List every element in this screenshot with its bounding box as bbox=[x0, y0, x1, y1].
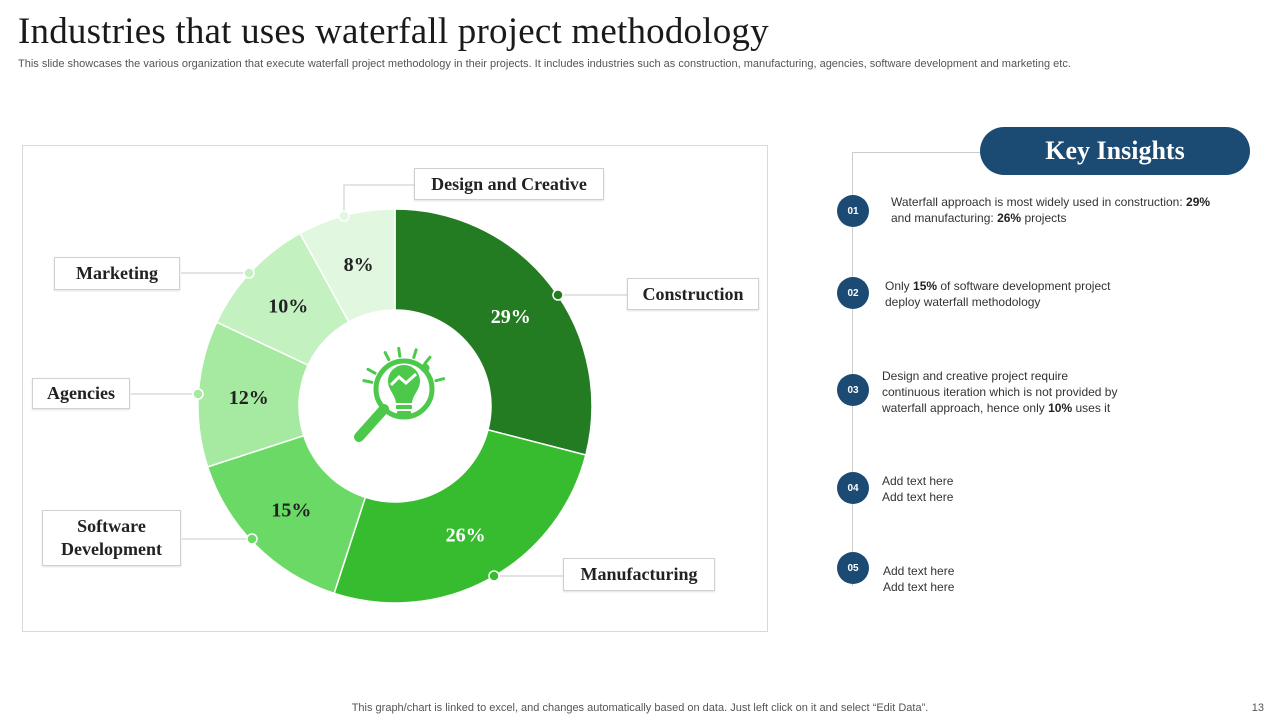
label-construction: Construction bbox=[627, 278, 759, 310]
data-label-construction: 29% bbox=[491, 306, 531, 328]
insight-number: 05 bbox=[837, 552, 869, 584]
leader-dot-agencies bbox=[192, 388, 204, 400]
donut-chart: 29% 26% 15% 12% 10% 8% bbox=[131, 184, 628, 604]
insight-highlight: 29% bbox=[1186, 195, 1211, 209]
insight-text: Only 15% of software development project… bbox=[885, 279, 1111, 309]
footer-note: This graph/chart is linked to excel, and… bbox=[351, 702, 929, 714]
insight-text: Design and creative project require conti… bbox=[882, 369, 1118, 415]
label-design-creative: Design and Creative bbox=[414, 168, 604, 200]
timeline-connector bbox=[852, 152, 980, 153]
leader-dot-software-development bbox=[246, 533, 258, 545]
data-label-design-and-creative: 8% bbox=[344, 254, 374, 276]
insight-number: 04 bbox=[837, 472, 869, 504]
insight-highlight: 26% bbox=[997, 211, 1022, 225]
insight-number: 03 bbox=[837, 374, 869, 406]
data-label-agencies: 12% bbox=[229, 387, 269, 409]
leader-line-design-and-creative bbox=[343, 184, 415, 216]
page-title: Industries that uses waterfall project m… bbox=[18, 11, 769, 52]
insight-number: 01 bbox=[837, 195, 869, 227]
insight-highlight: 10% bbox=[1048, 401, 1073, 415]
label-marketing: Marketing bbox=[54, 257, 180, 290]
insight-number: 02 bbox=[837, 277, 869, 309]
page-subtitle: This slide showcases the various organiz… bbox=[18, 58, 1071, 70]
donut-slice-manufacturing bbox=[333, 428, 587, 604]
insight-text: Add text here Add text here bbox=[883, 564, 955, 594]
page-number: 13 bbox=[1251, 702, 1264, 714]
insight-text: Waterfall approach is most widely used i… bbox=[891, 195, 1211, 225]
leader-dot-construction bbox=[552, 289, 564, 301]
leader-dot-marketing bbox=[243, 267, 255, 279]
donut-slice-design-and-creative bbox=[299, 208, 396, 323]
insight-highlight: 15% bbox=[913, 279, 938, 293]
data-label-manufacturing: 26% bbox=[446, 524, 486, 546]
label-agencies: Agencies bbox=[32, 378, 130, 409]
leader-dot-design-and-creative bbox=[338, 210, 350, 222]
data-label-marketing: 10% bbox=[268, 296, 308, 318]
data-label-software-development: 15% bbox=[271, 500, 311, 522]
leader-dot-manufacturing bbox=[488, 570, 500, 582]
insight-text: Add text here Add text here bbox=[882, 474, 954, 504]
label-manufacturing: Manufacturing bbox=[563, 558, 715, 591]
lightbulb-magnifier-icon bbox=[354, 346, 446, 442]
timeline-line bbox=[852, 152, 853, 586]
key-insights-header: Key Insights bbox=[980, 127, 1250, 175]
label-software-development: Software Development bbox=[42, 510, 181, 566]
donut-slice-construction bbox=[394, 208, 593, 456]
